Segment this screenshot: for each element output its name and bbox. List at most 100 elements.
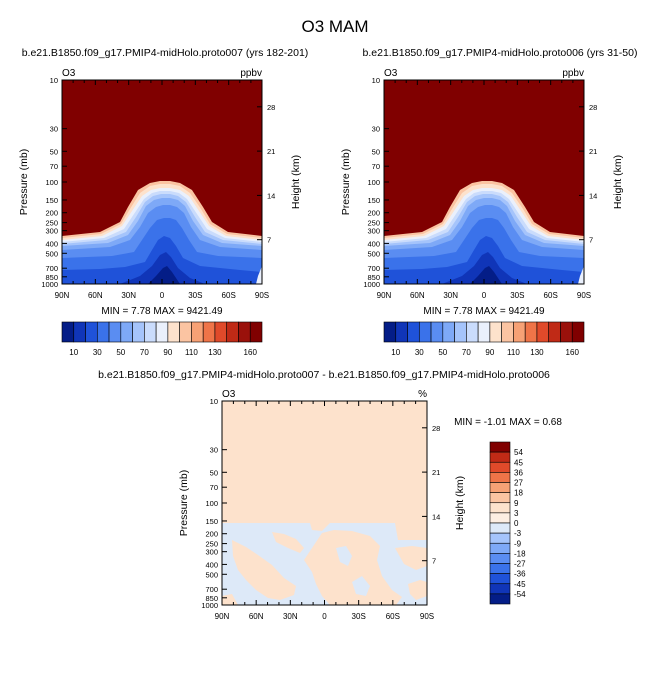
colorbar-label: 30 bbox=[93, 348, 102, 357]
y-axis-label-right: Height (km) bbox=[454, 476, 466, 530]
y-right-tick-label: 21 bbox=[589, 147, 597, 156]
colorbar-swatch bbox=[144, 321, 157, 343]
axes-difference: 90N 60N 30N 0 30S 60S 90S 10 30 50 70 100 150 2002503… bbox=[201, 397, 440, 621]
contour-band bbox=[442, 252, 527, 284]
colorbar-swatch bbox=[489, 441, 511, 453]
colorbar-label: 10 bbox=[391, 348, 400, 357]
figure-title: O3 MAM bbox=[301, 17, 368, 36]
contour-band bbox=[352, 576, 370, 596]
y-tick-label: 400 bbox=[205, 560, 218, 569]
y-tick-label: 850 bbox=[45, 273, 58, 282]
contour-field bbox=[384, 80, 584, 284]
colorbar-label: 160 bbox=[566, 348, 580, 357]
y-right-tick-label: 28 bbox=[267, 103, 275, 112]
colorbar-swatch bbox=[383, 321, 397, 343]
y-tick-label: 150 bbox=[45, 196, 58, 205]
y-tick-label: 100 bbox=[45, 178, 58, 187]
colorbar-label: 160 bbox=[244, 348, 258, 357]
y-tick-label: 100 bbox=[205, 499, 218, 508]
colorbar-swatch bbox=[477, 321, 491, 343]
colorbar-swatch bbox=[155, 321, 169, 343]
variable-label: O3 bbox=[222, 389, 236, 400]
y-tick-label: 400 bbox=[45, 239, 58, 248]
colorbar-swatch bbox=[489, 563, 511, 574]
colorbar-label: -27 bbox=[514, 560, 526, 569]
contour-band bbox=[272, 532, 304, 553]
y-tick-label: 70 bbox=[210, 483, 218, 492]
contour-band bbox=[232, 540, 296, 600]
colorbar-label: 90 bbox=[485, 348, 494, 357]
colorbar-label: 0 bbox=[514, 519, 519, 528]
colorbar-swatch bbox=[501, 321, 514, 343]
colorbar-label: -18 bbox=[514, 549, 526, 558]
colorbar-label: 27 bbox=[514, 479, 523, 488]
colorbar-label: 9 bbox=[514, 499, 519, 508]
y-tick-label: 500 bbox=[367, 249, 380, 258]
y-tick-label: 150 bbox=[367, 196, 380, 205]
panel-title: b.e21.B1850.f09_g17.PMIP4-midHolo.proto0… bbox=[22, 47, 309, 59]
colorbar-swatch bbox=[536, 321, 550, 343]
x-tick-label: 90S bbox=[420, 612, 434, 621]
y-tick-label: 500 bbox=[45, 249, 58, 258]
x-tick-label: 60S bbox=[544, 291, 558, 300]
colorbar-swatch bbox=[489, 593, 511, 605]
colorbar-label: 3 bbox=[514, 509, 519, 518]
y-right-tick-label: 21 bbox=[432, 468, 440, 477]
stats-label: MIN = -1.01 MAX = 0.68 bbox=[454, 417, 562, 428]
colorbar-swatch bbox=[108, 321, 122, 343]
colorbar-swatch bbox=[489, 553, 511, 564]
y-tick-label: 50 bbox=[50, 147, 58, 156]
colorbar-label: 36 bbox=[514, 468, 523, 477]
colorbar-swatch bbox=[560, 321, 573, 343]
colorbar-label: -36 bbox=[514, 570, 526, 579]
x-tick-label: 30N bbox=[443, 291, 458, 300]
colorbar-swatch bbox=[489, 482, 511, 493]
colorbar-swatch bbox=[226, 321, 239, 343]
colorbar-swatch bbox=[489, 573, 511, 585]
stats-label: MIN = 7.78 MAX = 9421.49 bbox=[101, 306, 223, 317]
contour-band bbox=[304, 530, 402, 605]
y-tick-label: 700 bbox=[45, 264, 58, 273]
contour-band bbox=[470, 266, 502, 284]
panel-difference: b.e21.B1850.f09_g17.PMIP4-midHolo.proto0… bbox=[98, 369, 562, 621]
y-tick-label: 250 bbox=[367, 219, 380, 228]
colorbar-label: 50 bbox=[116, 348, 125, 357]
y-tick-label: 850 bbox=[205, 594, 218, 603]
y-tick-label: 300 bbox=[45, 227, 58, 236]
y-right-tick-label: 14 bbox=[267, 191, 275, 200]
panel-top-right: b.e21.B1850.f09_g17.PMIP4-midHolo.proto0… bbox=[340, 47, 637, 357]
contour-field bbox=[222, 401, 427, 605]
colorbar-swatch bbox=[489, 472, 511, 483]
x-tick-label: 90N bbox=[377, 291, 392, 300]
colorbar-swatch bbox=[132, 321, 145, 343]
colorbar-swatch bbox=[214, 321, 228, 343]
y-axis-label: Pressure (mb) bbox=[18, 149, 30, 216]
contour-field bbox=[62, 80, 262, 284]
y-tick-label: 250 bbox=[205, 540, 218, 549]
y-right-tick-label: 7 bbox=[267, 236, 271, 245]
y-right-tick-label: 21 bbox=[267, 147, 275, 156]
panel-top-left: b.e21.B1850.f09_g17.PMIP4-midHolo.proto0… bbox=[18, 47, 308, 357]
colorbar-swatch bbox=[489, 461, 511, 473]
colorbar-swatch bbox=[489, 502, 511, 514]
colorbar-top-right: 10 30 50 70 90 110 130 160 bbox=[383, 321, 585, 357]
colorbar-swatch bbox=[466, 321, 479, 343]
colorbar-swatch bbox=[418, 321, 432, 343]
colorbar-label: 18 bbox=[514, 489, 523, 498]
y-tick-label: 150 bbox=[205, 517, 218, 526]
colorbar-top-left: 10 30 50 70 90 110 130 160 bbox=[61, 321, 263, 357]
colorbar-label: -3 bbox=[514, 529, 522, 538]
y-tick-label: 10 bbox=[50, 76, 58, 85]
colorbar-swatch bbox=[179, 321, 192, 343]
colorbar-swatch bbox=[548, 321, 561, 343]
contour-band bbox=[256, 266, 262, 284]
x-tick-label: 60N bbox=[249, 612, 264, 621]
x-tick-label: 30N bbox=[283, 612, 298, 621]
x-tick-label: 30S bbox=[352, 612, 366, 621]
y-tick-label: 30 bbox=[50, 125, 58, 134]
x-tick-label: 30S bbox=[510, 291, 524, 300]
contour-band bbox=[395, 546, 427, 570]
x-tick-label: 90N bbox=[55, 291, 70, 300]
colorbar-label: 110 bbox=[507, 348, 520, 357]
